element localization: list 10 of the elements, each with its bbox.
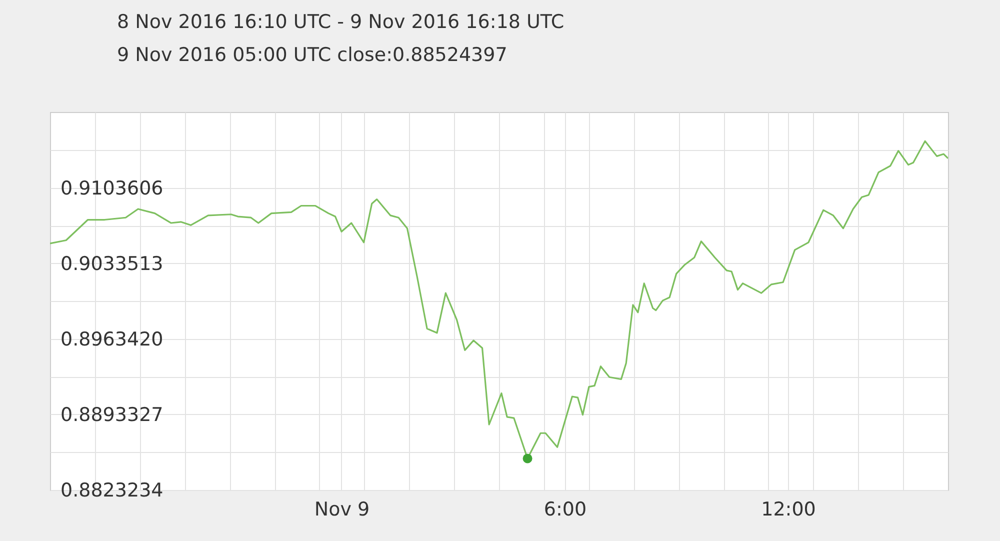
y-tick-label: 0.8823234: [60, 480, 164, 502]
y-tick-label: 0.8963420: [60, 328, 164, 350]
x-tick-label: Nov 9: [314, 498, 370, 520]
chart-title: 8 Nov 2016 16:10 UTC - 9 Nov 2016 16:18 UTC: [117, 11, 564, 33]
y-tick-label: 0.9103606: [60, 177, 164, 200]
x-tick-label: 6:00: [544, 498, 587, 520]
y-tick-label: 0.8893327: [60, 404, 164, 426]
text: 9 Nov 2016 05:00 UTC close:0.88524397: [117, 44, 508, 66]
x-tick-label: 12:00: [761, 498, 816, 520]
y-tick-label: 0.9033513: [60, 252, 164, 275]
